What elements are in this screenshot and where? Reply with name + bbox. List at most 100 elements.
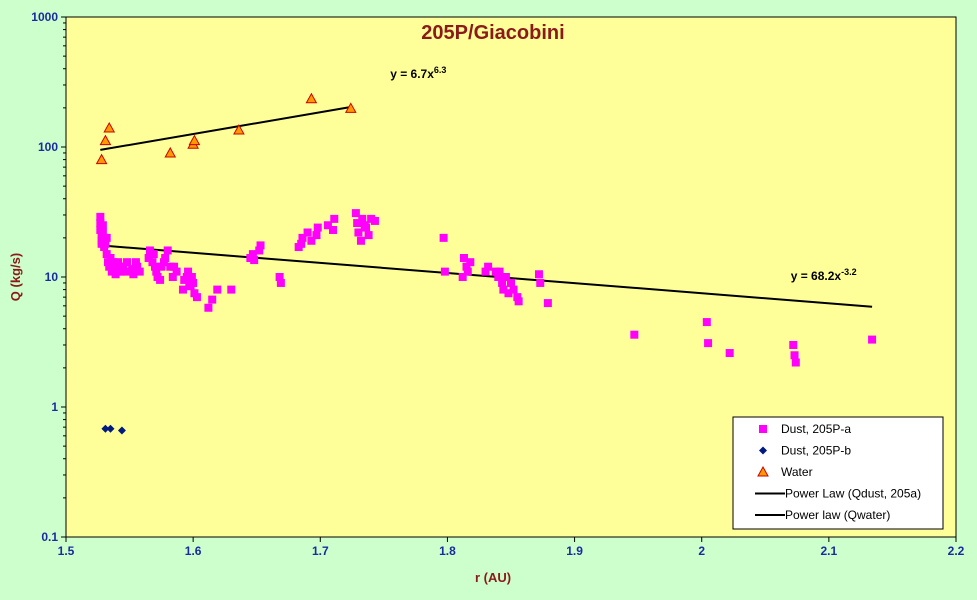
y-tick-label: 10 [45,270,59,284]
legend-label: Power Law (Qdust, 205a) [785,487,921,501]
data-point [144,254,153,263]
data-point [344,102,357,113]
data-point [114,258,123,267]
data-point [298,233,307,242]
data-point [868,335,877,344]
data-point [356,236,365,245]
data-point [131,258,140,267]
data-point [358,214,367,223]
data-point [362,223,371,232]
data-point [213,285,222,294]
data-point [178,285,187,294]
data-point [98,228,107,237]
data-point [536,278,545,287]
data-point [297,239,306,248]
legend-marker [759,425,767,433]
data-point [481,267,490,276]
data-point [791,358,800,367]
data-point [106,424,115,433]
data-point [110,262,119,271]
data-point [543,299,552,308]
x-axis-label: r (AU) [475,570,511,585]
data-point [440,267,449,276]
data-point [152,267,161,276]
trendlines: y = 68.2x-3.2 y = 6.7x6.3 [100,65,873,308]
data-point [248,250,257,259]
data-point [458,273,467,281]
y-axis-label: Q (kg/s) [8,253,23,301]
data-point [192,293,201,302]
data-point [151,262,159,271]
legend: Dust, 205P-a Dust, 205P-b Water Power Law (… [732,416,944,530]
data-point [157,262,166,271]
data-point [109,258,118,267]
data-point [725,349,734,358]
data-point [103,258,112,267]
data-point [117,426,126,435]
data-point [133,262,142,271]
data-point [504,289,513,298]
data-point [789,340,798,349]
data-point [102,233,111,242]
data-point [101,424,110,433]
data-point [184,267,193,276]
data-point [135,267,144,276]
data-point [148,258,157,267]
data-point [188,134,201,146]
data-point [156,275,165,284]
data-point [630,330,639,339]
data-point [351,209,360,218]
data-point [128,265,137,274]
x-tick-label: 1.6 [185,544,202,558]
data-point [116,267,125,276]
data-point [101,239,110,248]
data-point [305,92,318,104]
data-point [129,270,138,279]
data-point [507,278,515,287]
data-point [353,219,362,228]
data-point [495,267,504,276]
x-tick-label: 1.8 [439,544,456,558]
axes: 1.5 1.6 1.7 1.8 1.9 2 2.1 2.2 0.1 1 10 100 1000 [31,10,964,558]
data-point [790,351,799,360]
data-point [96,212,105,221]
y-tick-label: 0.1 [41,530,58,544]
y-tick-label: 1 [51,400,58,414]
trendline [100,106,351,151]
data-point [370,216,379,225]
trendline [100,244,873,308]
trendline-equation: y = 6.7x6.3 [390,65,446,81]
data-point [187,273,196,281]
data-points [95,92,877,435]
data-point [164,146,177,158]
data-point [275,273,284,281]
legend-box [732,416,944,530]
data-point [172,267,181,276]
data-point [462,262,471,271]
trendline-equation: y = 68.2x-3.2 [791,267,857,283]
legend-label: Dust, 205P-b [781,444,851,458]
data-point [99,134,112,146]
data-point [702,318,711,327]
data-point [163,246,172,255]
data-point [501,273,510,281]
data-point [513,293,522,302]
data-point [498,278,507,287]
x-tick-label: 1.5 [58,544,75,558]
data-point [303,228,312,237]
data-point [119,262,128,271]
y-tick-label: 100 [38,140,58,154]
x-tick-label: 2 [698,544,705,558]
data-point [123,258,132,267]
data-point [182,273,191,281]
data-point [484,262,493,271]
data-point [313,223,322,232]
data-point [170,262,179,271]
data-point [329,225,337,234]
data-point [189,278,198,287]
data-point [330,214,339,223]
legend-label: Dust, 205P-a [781,422,851,436]
data-point [98,221,107,230]
data-point [168,273,177,281]
data-point [494,273,503,281]
